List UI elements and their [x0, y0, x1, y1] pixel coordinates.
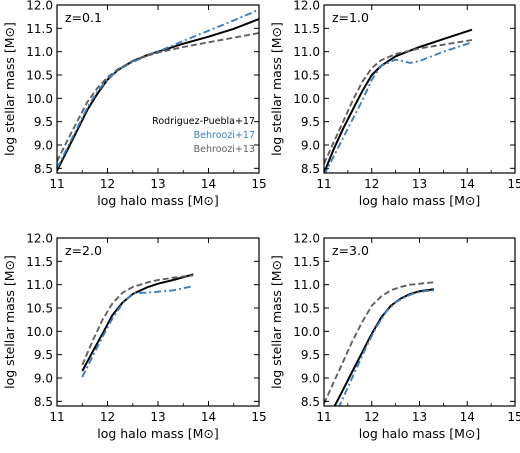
series-line-2	[338, 289, 434, 406]
y-tick-label: 11.5	[26, 22, 53, 36]
x-tick-label: 12	[364, 177, 379, 191]
redshift-label: z=1.0	[332, 10, 369, 25]
series-line-1	[333, 288, 434, 406]
x-tick-label: 13	[412, 177, 427, 191]
x-tick-label: 15	[251, 410, 266, 424]
y-tick-label: 10.0	[26, 325, 53, 339]
x-axis-label: log halo mass [M⊙]	[359, 193, 481, 208]
y-tick-label: 10.5	[293, 302, 320, 316]
x-tick-label: 14	[460, 410, 475, 424]
series-line-2	[324, 41, 473, 173]
plot-frame	[323, 237, 516, 407]
series-line-3	[324, 281, 434, 405]
x-tick-label: 11	[316, 177, 331, 191]
panel-4: 11 12 13 14 15 8.5 9.0 9.5 10.0 10.5 11.0 11.5 12.0 l…	[269, 232, 520, 442]
y-tick-label: 11.0	[293, 278, 320, 292]
y-tick-label: 12.0	[293, 232, 320, 246]
redshift-label: z=3.0	[332, 243, 369, 258]
x-axis-label: log halo mass [M⊙]	[359, 426, 481, 441]
y-tick-label: 8.5	[301, 162, 320, 176]
y-tick-label: 8.5	[34, 162, 53, 176]
y-tick-label: 9.5	[301, 348, 320, 362]
y-tick-label: 9.5	[301, 115, 320, 129]
legend-entry: Rodriguez-Puebla+17	[152, 116, 255, 127]
x-tick-label: 11	[49, 410, 64, 424]
y-tick-label: 12.0	[26, 0, 53, 13]
legend-entry: Behroozi+13	[194, 144, 255, 155]
y-tick-label: 8.5	[34, 395, 53, 409]
y-tick-label: 11.0	[26, 45, 53, 59]
series-line-3	[57, 32, 259, 162]
x-tick-label: 14	[201, 410, 216, 424]
y-tick-label: 10.5	[293, 69, 320, 83]
x-axis-label: log halo mass [M⊙]	[97, 193, 219, 208]
y-tick-label: 11.0	[26, 278, 53, 292]
x-tick-label: 15	[507, 410, 520, 424]
x-tick-label: 13	[150, 177, 165, 191]
plot-frame	[56, 237, 260, 407]
series-line-1	[81, 273, 194, 372]
y-axis-label: log stellar mass [M⊙]	[2, 22, 17, 156]
y-axis-label: log stellar mass [M⊙]	[2, 255, 17, 389]
y-tick-label: 10.0	[293, 325, 320, 339]
y-tick-label: 9.0	[301, 139, 320, 153]
series-line-2	[81, 285, 194, 378]
series-line-2	[57, 8, 259, 169]
y-tick-label: 9.0	[34, 139, 53, 153]
x-axis-label: log halo mass [M⊙]	[97, 426, 219, 441]
panel-2: 11 12 13 14 15 8.5 9.0 9.5 10.0 10.5 11.0 11.5 12.0 l…	[269, 0, 520, 208]
x-tick-label: 13	[412, 410, 427, 424]
plot-frame	[323, 4, 516, 174]
y-tick-label: 12.0	[293, 0, 320, 13]
panel-3: 11 12 13 14 15 8.5 9.0 9.5 10.0 10.5 11.0 11.5 12.0 l…	[2, 232, 267, 442]
y-tick-label: 8.5	[301, 395, 320, 409]
y-tick-label: 9.0	[301, 372, 320, 386]
series-line-3	[81, 274, 194, 366]
y-tick-label: 11.5	[293, 255, 320, 269]
y-axis-label: log stellar mass [M⊙]	[269, 22, 284, 156]
y-tick-label: 10.5	[26, 69, 53, 83]
y-tick-label: 10.0	[26, 92, 53, 106]
x-tick-label: 12	[100, 410, 115, 424]
x-tick-label: 15	[507, 177, 520, 191]
x-tick-label: 14	[460, 177, 475, 191]
redshift-label: z=2.0	[65, 243, 102, 258]
y-tick-label: 12.0	[26, 232, 53, 246]
y-tick-label: 11.0	[293, 45, 320, 59]
y-tick-label: 11.5	[293, 22, 320, 36]
series-line-1	[324, 28, 473, 173]
x-tick-label: 11	[49, 177, 64, 191]
series-line-3	[324, 39, 473, 165]
x-tick-label: 12	[364, 410, 379, 424]
y-tick-label: 10.0	[293, 92, 320, 106]
x-tick-label: 14	[201, 177, 216, 191]
x-tick-label: 13	[150, 410, 165, 424]
y-tick-label: 9.0	[34, 372, 53, 386]
x-tick-label: 15	[251, 177, 266, 191]
y-tick-label: 10.5	[26, 302, 53, 316]
y-axis-label: log stellar mass [M⊙]	[269, 255, 284, 389]
redshift-label: z=0.1	[65, 10, 102, 25]
y-tick-label: 11.5	[26, 255, 53, 269]
x-tick-label: 12	[100, 177, 115, 191]
y-tick-label: 9.5	[34, 115, 53, 129]
x-tick-label: 11	[316, 410, 331, 424]
y-tick-label: 9.5	[34, 348, 53, 362]
legend-entry: Behroozi+17	[194, 130, 255, 141]
panel-1: 11 12 13 14 15 8.5 9.0 9.5 10.0 10.5 11.0 11.5 12.0 l…	[2, 0, 267, 208]
